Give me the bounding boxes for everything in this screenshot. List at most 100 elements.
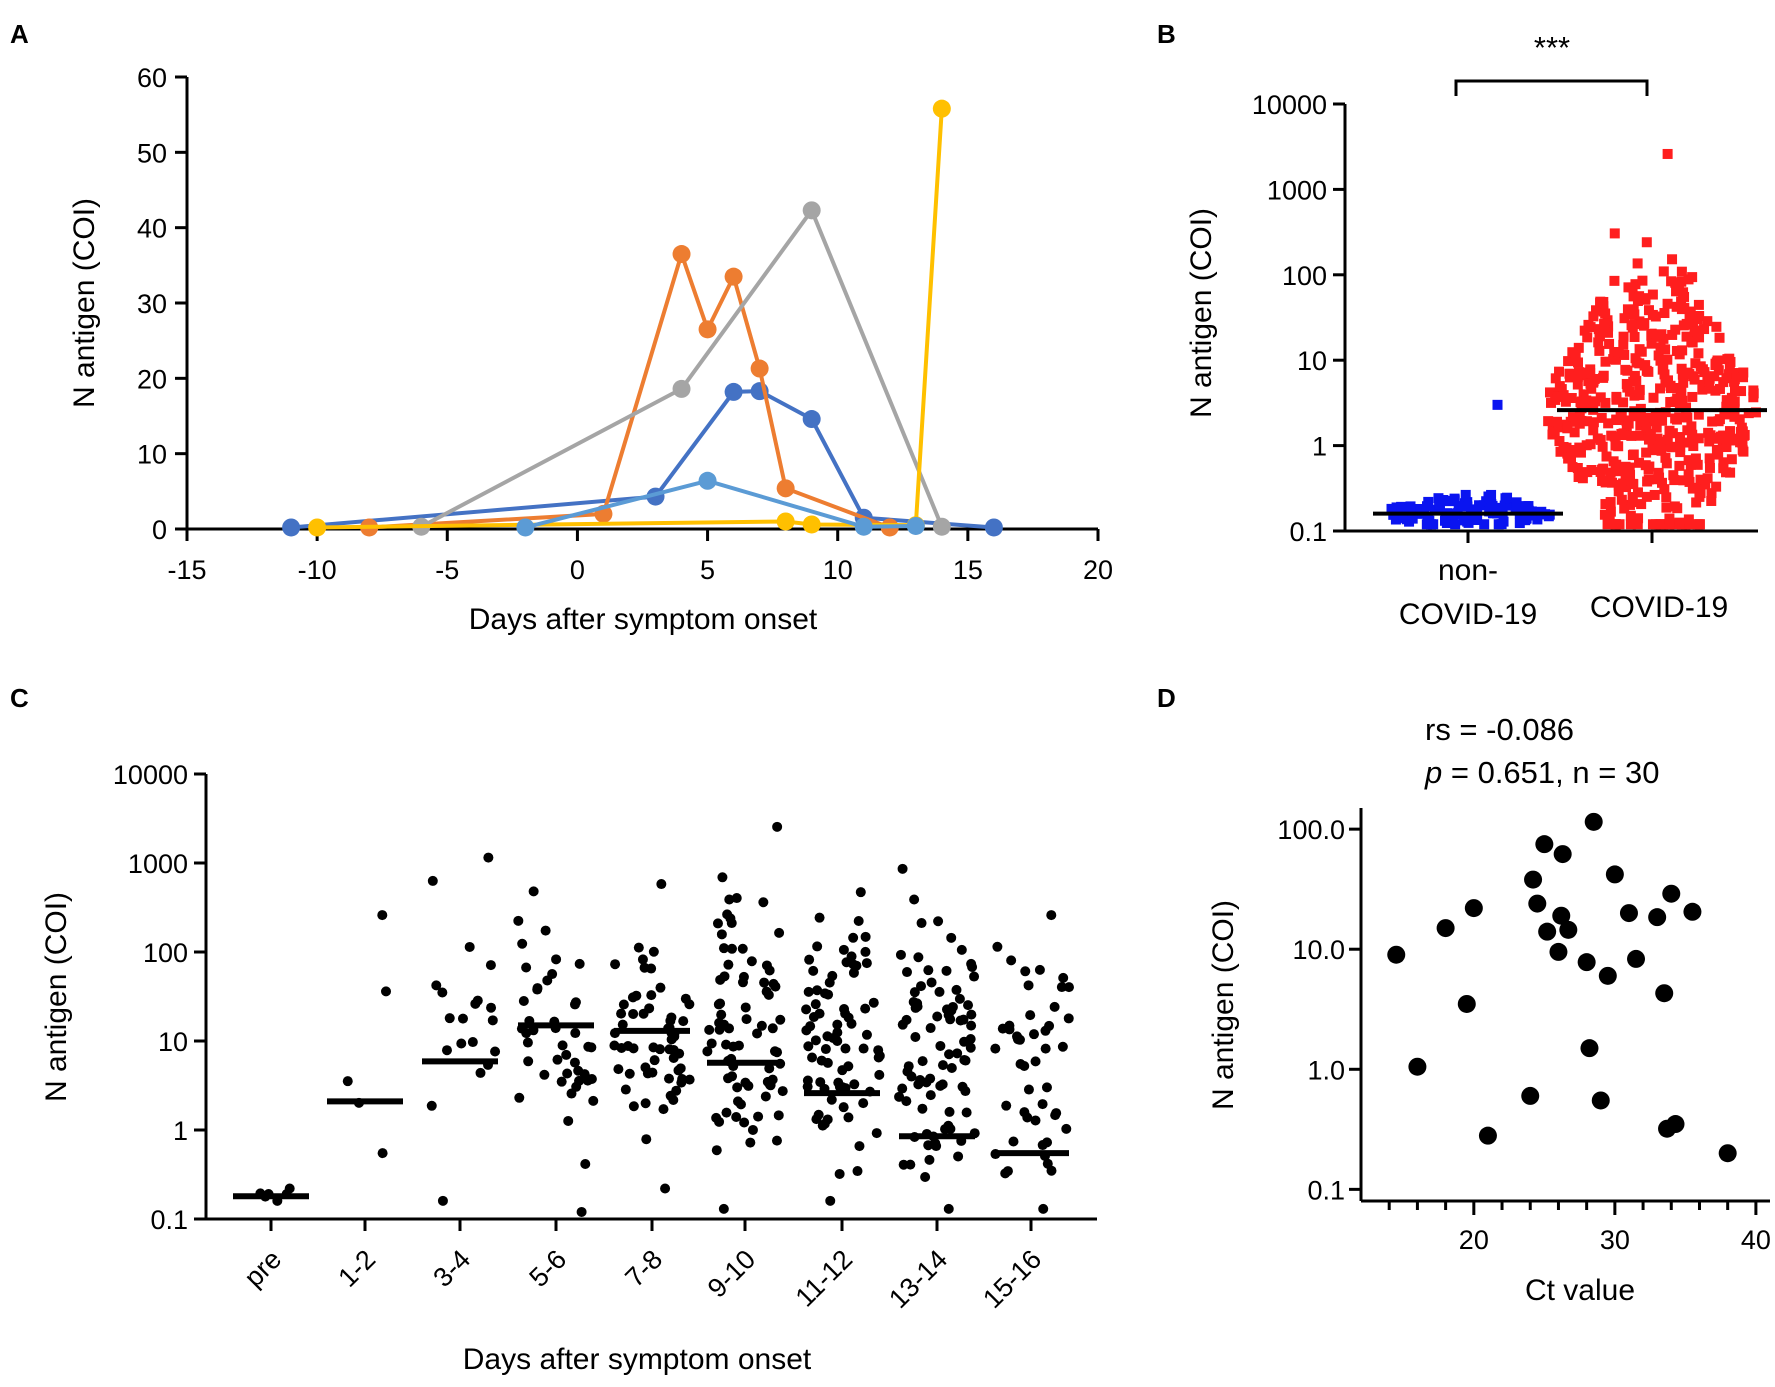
- data-point: [1639, 318, 1650, 329]
- data-point: [840, 1008, 851, 1019]
- x-tick-label: 0: [570, 555, 585, 585]
- data-point-patient-4: [776, 512, 795, 531]
- x-tick-label: 5-6: [523, 1244, 572, 1293]
- data-point: [1603, 418, 1614, 429]
- data-point: [1684, 519, 1695, 530]
- data-point-patient-5: [516, 518, 535, 537]
- data-point: [1030, 1115, 1041, 1126]
- data-point: [1678, 475, 1689, 486]
- data-point: [771, 1135, 782, 1146]
- data-point: [1627, 492, 1638, 503]
- data-point: [617, 1019, 628, 1030]
- data-point-patient-4: [308, 518, 327, 537]
- data-point: [1023, 1084, 1034, 1095]
- data-point: [1662, 298, 1673, 309]
- x-tick-label: 5: [700, 555, 715, 585]
- panel-label-a: A: [10, 19, 29, 49]
- data-point: [1601, 451, 1612, 462]
- data-point: [523, 1056, 534, 1067]
- data-point: [1729, 386, 1740, 397]
- x-tick-label: 13-14: [883, 1244, 953, 1314]
- data-point: [673, 1065, 684, 1076]
- data-point: [1721, 373, 1732, 384]
- data-point: [752, 1028, 763, 1039]
- data-point-patient-2: [724, 267, 743, 286]
- data-point: [1600, 308, 1611, 319]
- data-point: [342, 1076, 353, 1087]
- data-point: [1676, 385, 1687, 396]
- data-point: [1387, 945, 1406, 964]
- data-point: [1653, 350, 1664, 361]
- data-point: [1648, 908, 1667, 927]
- data-point: [739, 1117, 750, 1128]
- data-point: [1725, 426, 1736, 437]
- data-point: [1632, 296, 1643, 307]
- data-point: [1750, 407, 1761, 418]
- data-point: [764, 965, 775, 976]
- data-point: [678, 1016, 689, 1027]
- data-point: [1620, 461, 1631, 472]
- data-point: [1643, 474, 1654, 485]
- data-point: [1655, 355, 1666, 366]
- data-point: [897, 863, 908, 874]
- data-point: [1604, 338, 1615, 349]
- data-point: [1543, 511, 1554, 522]
- data-point: [1670, 324, 1681, 335]
- data-point: [623, 1041, 634, 1052]
- data-point: [1603, 327, 1614, 338]
- data-point: [1609, 275, 1620, 286]
- data-point: [1679, 302, 1690, 313]
- data-point: [715, 998, 726, 1009]
- data-point: [910, 1032, 921, 1043]
- data-point: [772, 1047, 783, 1058]
- x-tick-label: 40: [1741, 1225, 1771, 1255]
- data-point: [641, 1134, 652, 1145]
- data-point: [1570, 412, 1581, 423]
- data-point: [956, 944, 967, 955]
- data-point: [1550, 373, 1561, 384]
- data-point: [716, 929, 727, 940]
- data-point-patient-3: [802, 201, 821, 220]
- data-point: [1585, 439, 1596, 450]
- data-point: [726, 943, 737, 954]
- data-point: [1692, 459, 1703, 470]
- data-point: [1714, 383, 1725, 394]
- data-point: [724, 1023, 735, 1034]
- data-point: [1643, 434, 1654, 445]
- data-point: [926, 977, 937, 988]
- data-point: [1063, 1013, 1074, 1024]
- data-point: [1650, 409, 1661, 420]
- panel-c-y-ticks: 0.1 1 10 100 1000 10000: [113, 760, 206, 1235]
- data-point-patient-2: [750, 359, 769, 378]
- data-point: [1648, 392, 1659, 403]
- data-point: [1660, 344, 1671, 355]
- data-point: [1713, 365, 1724, 376]
- data-point: [854, 1141, 865, 1152]
- data-point: [1647, 289, 1658, 300]
- data-point: [756, 1020, 767, 1031]
- data-point: [640, 1062, 651, 1073]
- data-point: [1694, 482, 1705, 493]
- data-point: [832, 1019, 843, 1030]
- data-point: [1006, 955, 1017, 966]
- data-point: [1636, 346, 1647, 357]
- data-point: [1695, 361, 1706, 372]
- data-point: [580, 1158, 591, 1169]
- data-point: [1014, 1034, 1025, 1045]
- series-line-patient-4: [317, 108, 944, 530]
- group-label-line2: COVID-19: [1399, 598, 1537, 631]
- data-point: [655, 982, 666, 993]
- data-point: [1479, 519, 1490, 530]
- data-point: [588, 1095, 599, 1106]
- data-point: [1049, 1001, 1060, 1012]
- data-point: [1492, 399, 1503, 410]
- data-point: [714, 1017, 725, 1028]
- data-point: [1675, 447, 1686, 458]
- data-point: [1683, 437, 1694, 448]
- data-point: [444, 1013, 455, 1024]
- data-point: [903, 1061, 914, 1072]
- y-tick-label: 10: [158, 1027, 188, 1057]
- data-point: [1460, 489, 1471, 500]
- data-point: [1552, 391, 1563, 402]
- x-tick-label: 15-16: [977, 1244, 1047, 1314]
